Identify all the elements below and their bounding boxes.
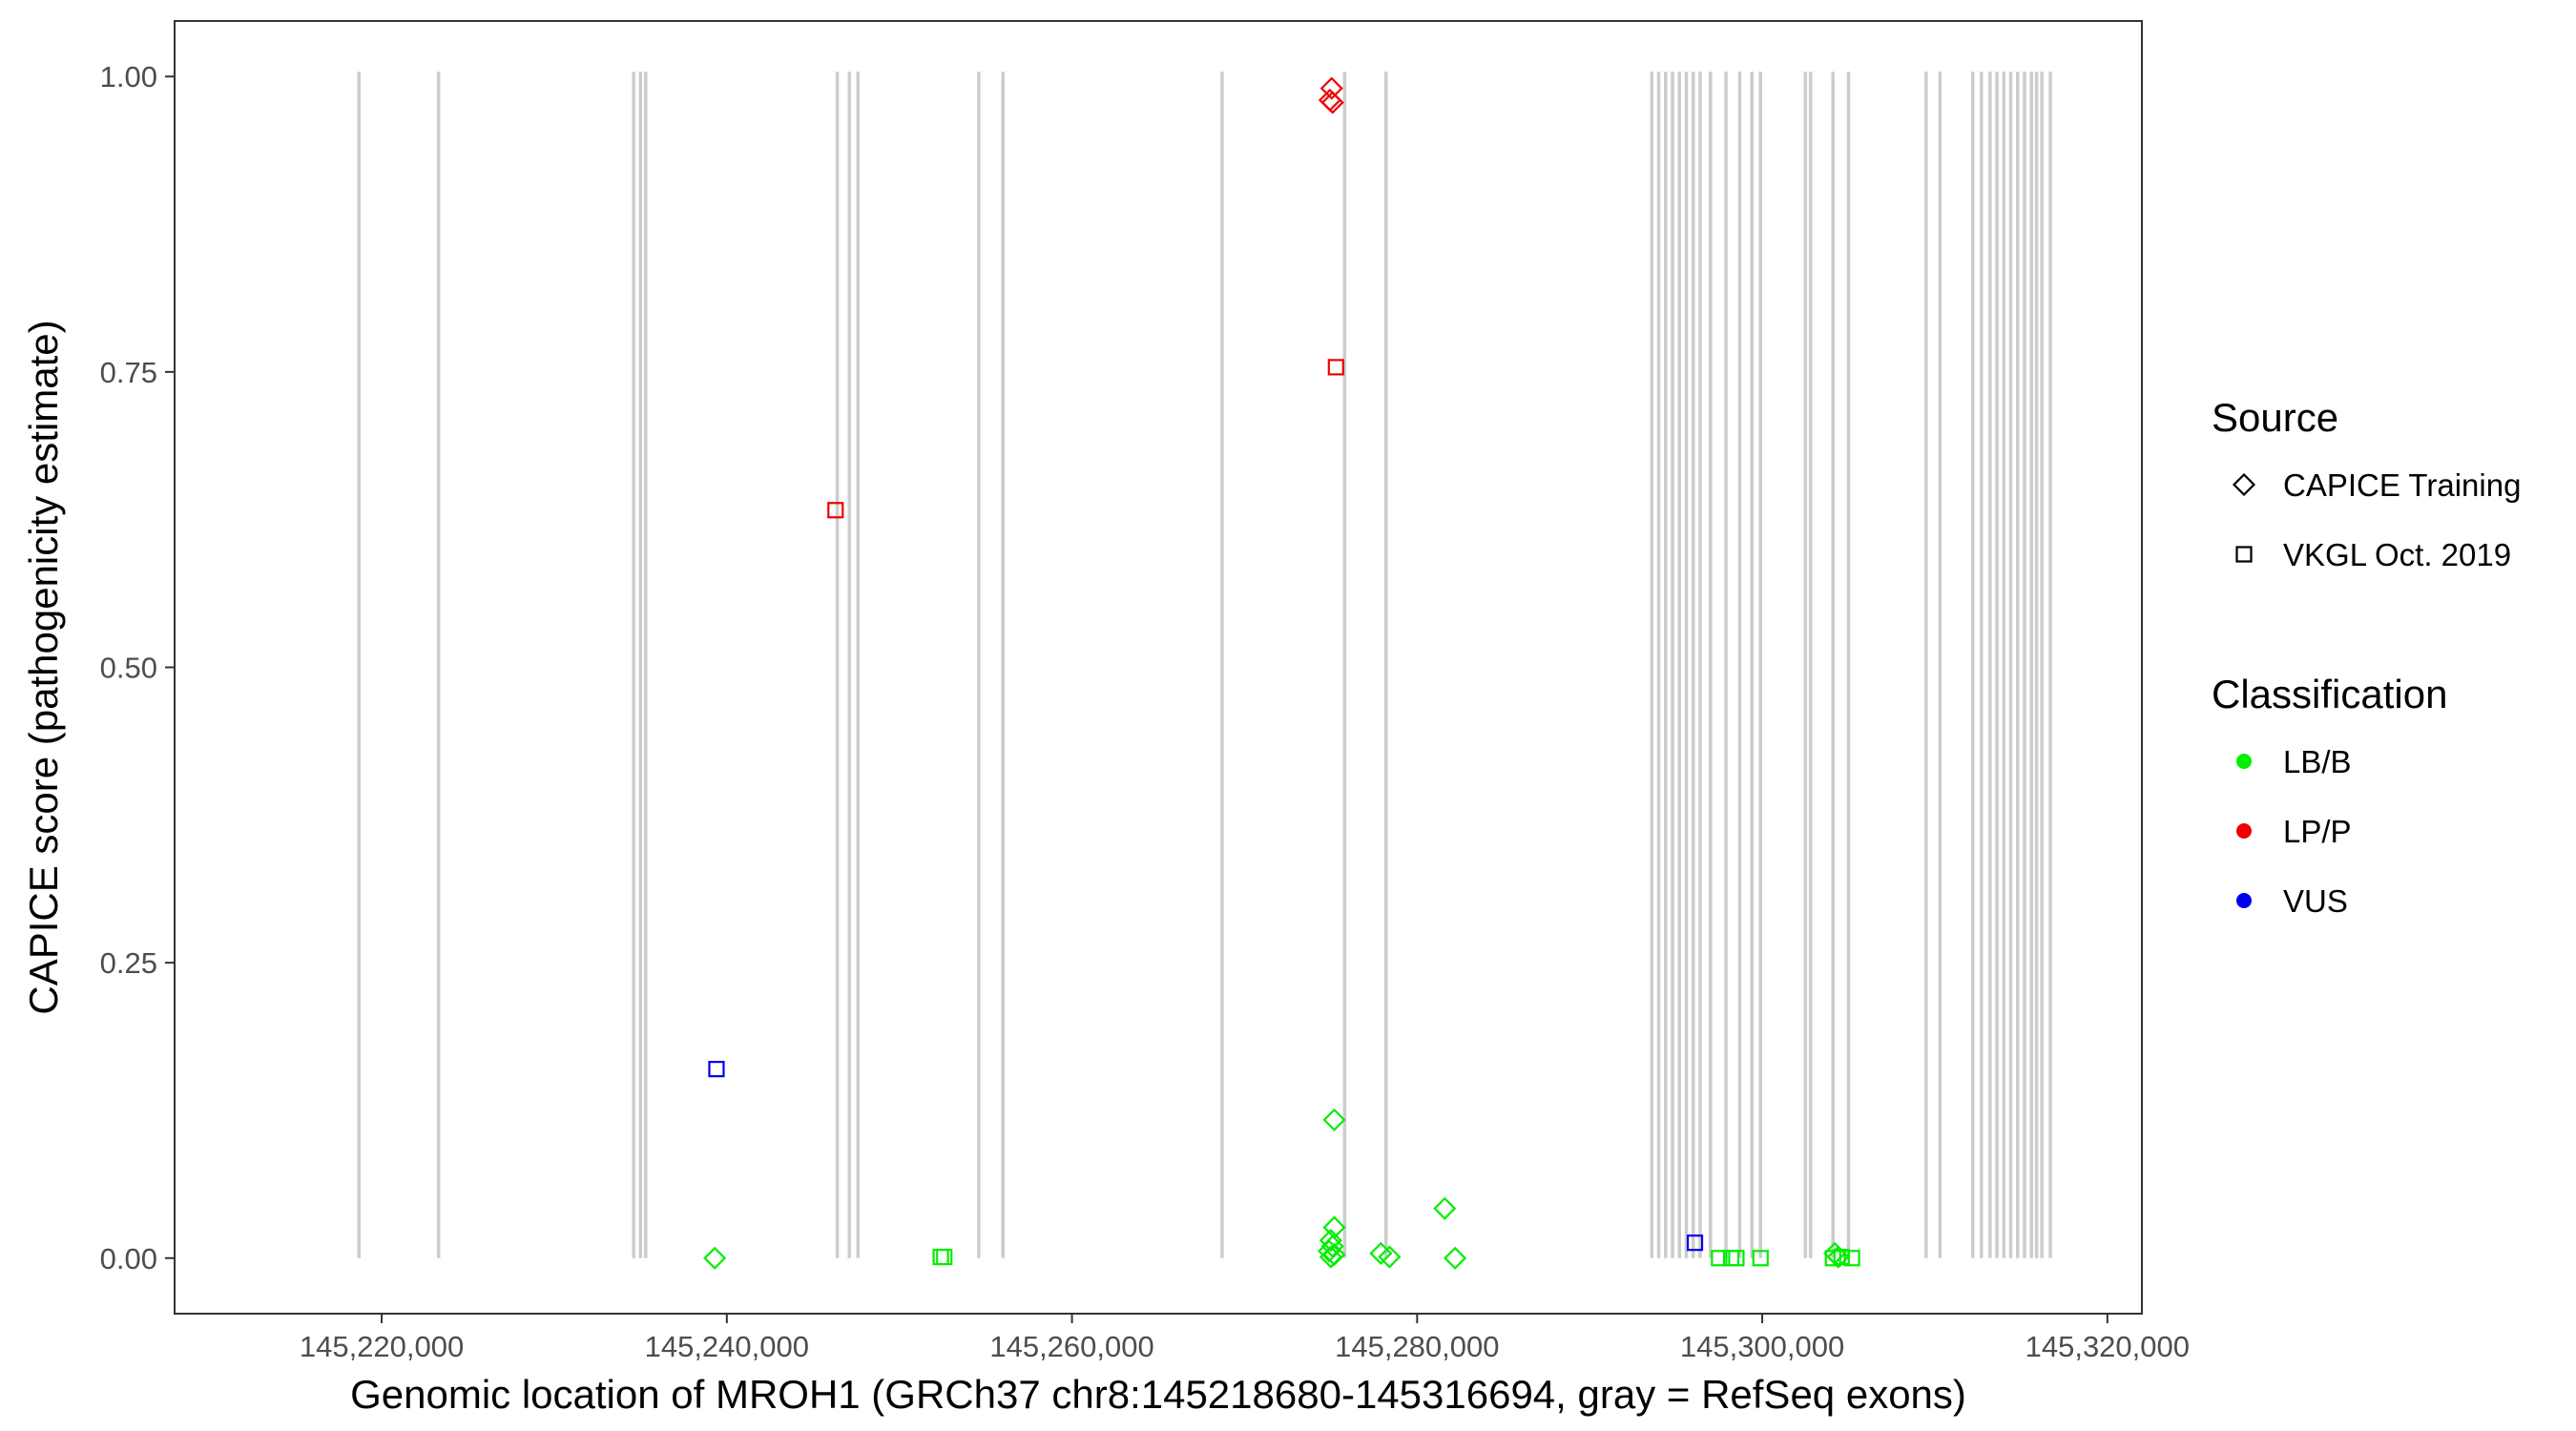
data-point	[1319, 76, 1343, 100]
x-tick-label: 145,300,000	[1680, 1330, 1844, 1363]
legend-classification-label: LP/P	[2283, 814, 2352, 849]
x-axis: 145,220,000 145,240,000 145,260,000 145,280…	[300, 1314, 2190, 1363]
plot-panel-border	[174, 20, 2143, 1315]
data-point	[827, 502, 844, 519]
legend-source-key	[2235, 546, 2253, 563]
y-tick-label: 0.50	[100, 652, 157, 685]
data-point	[1433, 1196, 1457, 1220]
legend-source-label: VKGL Oct. 2019	[2283, 537, 2511, 572]
data-point	[1444, 1246, 1467, 1270]
x-tick-label: 145,240,000	[645, 1330, 809, 1363]
data-point	[932, 1248, 949, 1266]
data-point	[1320, 91, 1344, 114]
data-point	[1833, 1248, 1850, 1266]
data-point	[708, 1061, 725, 1078]
data-point	[1318, 1239, 1341, 1263]
y-axis-title: CAPICE score (pathogenicity estimate)	[21, 320, 66, 1014]
point-layer	[703, 76, 1860, 1270]
x-tick-label: 145,320,000	[2025, 1330, 2190, 1363]
y-tick-label: 1.00	[100, 60, 157, 93]
data-point	[1322, 1108, 1346, 1131]
x-tick-label: 145,220,000	[300, 1330, 464, 1363]
data-point	[1824, 1250, 1841, 1267]
data-point	[1378, 1245, 1402, 1269]
data-point	[1686, 1234, 1704, 1252]
legend-classification-key	[2236, 754, 2252, 769]
data-point	[1369, 1241, 1393, 1265]
y-tick-label: 0.75	[100, 356, 157, 389]
legend: Source CAPICE Training VKGL Oct. 2019 Cla…	[2212, 395, 2521, 919]
legend-classification-label: LB/B	[2283, 744, 2352, 779]
data-point	[1752, 1250, 1769, 1267]
data-point	[1319, 1245, 1342, 1269]
data-point	[703, 1246, 727, 1270]
x-axis-title: Genomic location of MROH1 (GRCh37 chr8:1…	[350, 1372, 1966, 1417]
y-axis: 0.00 0.25 0.50 0.75 1.00	[100, 60, 175, 1275]
data-point	[1319, 1229, 1342, 1253]
legend-classification-title: Classification	[2212, 672, 2447, 716]
legend-source-items: CAPICE Training VKGL Oct. 2019	[2232, 467, 2521, 572]
data-point	[1711, 1250, 1728, 1267]
legend-source-key	[2232, 472, 2256, 497]
legend-classification-label: VUS	[2283, 883, 2348, 919]
x-tick-label: 145,280,000	[1335, 1330, 1499, 1363]
data-point	[1843, 1250, 1860, 1267]
legend-classification-key	[2236, 823, 2252, 839]
data-point	[936, 1248, 953, 1266]
legend-classification-key	[2236, 893, 2252, 908]
data-point	[1728, 1250, 1745, 1267]
exon-layer	[357, 72, 2052, 1258]
legend-source-title: Source	[2212, 395, 2338, 440]
legend-classification-items: LB/B LP/P VUS	[2236, 744, 2352, 919]
y-tick-label: 0.00	[100, 1242, 157, 1275]
data-point	[1327, 359, 1344, 376]
legend-source-label: CAPICE Training	[2283, 467, 2521, 503]
x-tick-label: 145,260,000	[989, 1330, 1153, 1363]
y-tick-label: 0.25	[100, 946, 157, 980]
